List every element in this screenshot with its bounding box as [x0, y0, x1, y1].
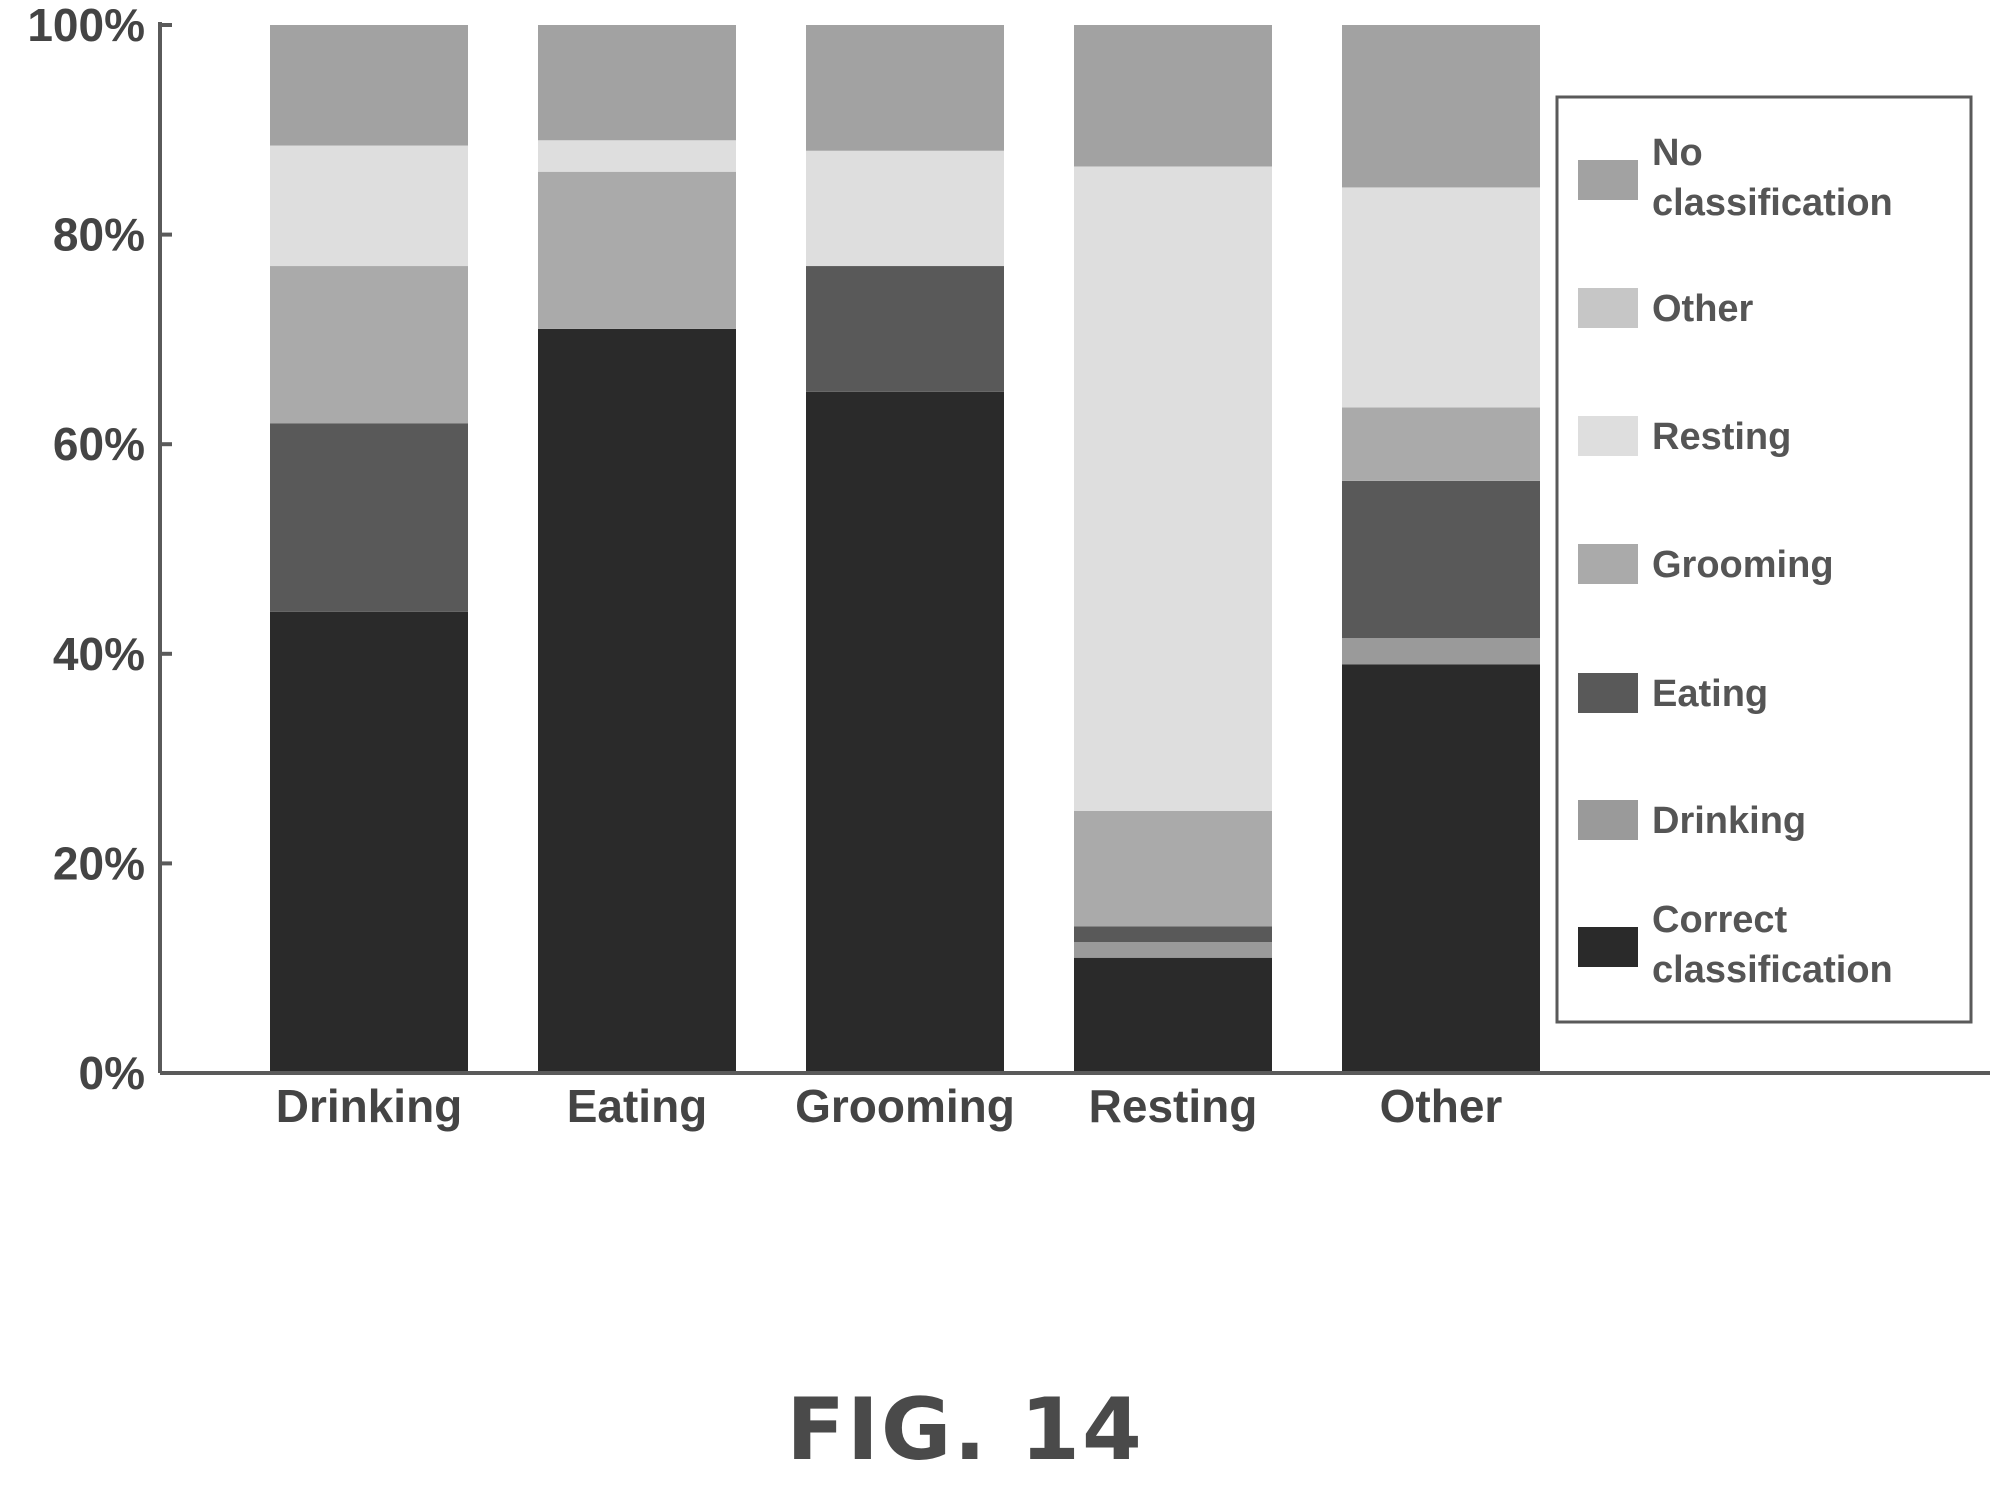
- bar-other-resting: [1342, 187, 1540, 408]
- bar-grooming-correct-classification: [806, 391, 1004, 1073]
- y-tick-label: 0%: [79, 1047, 145, 1099]
- y-tick-label: 100%: [27, 0, 145, 51]
- y-tick-label: 60%: [53, 418, 145, 470]
- legend-label-correct-classification: Correct classification: [1652, 899, 1893, 991]
- bar-resting-grooming: [1074, 811, 1272, 927]
- legend-label-grooming: Grooming: [1652, 544, 1834, 586]
- bar-drinking-correct-classification: [270, 611, 468, 1073]
- bar-other-grooming: [1342, 407, 1540, 481]
- x-tick-label-grooming: Grooming: [795, 1080, 1015, 1132]
- legend-swatch-no-classification: [1578, 160, 1638, 200]
- bar-other-drinking: [1342, 638, 1540, 665]
- legend-swatch-eating: [1578, 673, 1638, 713]
- bar-resting-eating: [1074, 926, 1272, 942]
- x-tick-label-drinking: Drinking: [276, 1080, 463, 1132]
- legend: No classification Other Resting Grooming Eati…: [1555, 95, 1973, 1024]
- legend-swatch-grooming: [1578, 544, 1638, 584]
- bar-drinking-resting: [270, 145, 468, 267]
- bar-resting-drinking: [1074, 942, 1272, 958]
- axes-layer: 0% 20% 40% 60% 80% 100%: [27, 0, 1990, 1099]
- x-tick-label-eating: Eating: [567, 1080, 708, 1132]
- bar-eating-no-classification: [538, 25, 736, 141]
- legend-label-resting: Resting: [1652, 416, 1791, 458]
- y-tick-label: 80%: [53, 209, 145, 261]
- bar-resting-correct-classification: [1074, 957, 1272, 1073]
- legend-label-no-classification: No classification: [1652, 132, 1893, 224]
- legend-label-eating: Eating: [1652, 673, 1768, 715]
- bar-other-correct-classification: [1342, 664, 1540, 1073]
- bar-eating-resting: [538, 140, 736, 172]
- legend-label-drinking: Drinking: [1652, 800, 1806, 842]
- bar-eating-correct-classification: [538, 328, 736, 1073]
- bars-layer: Drinking Eating Grooming Resting Other: [270, 25, 1540, 1132]
- bar-other-eating: [1342, 480, 1540, 639]
- x-tick-label-resting: Resting: [1089, 1080, 1258, 1132]
- bar-eating-grooming: [538, 171, 736, 329]
- bar-grooming-no-classification: [806, 25, 1004, 151]
- bar-drinking-grooming: [270, 266, 468, 424]
- bar-resting-resting: [1074, 166, 1272, 812]
- bar-other-no-classification: [1342, 25, 1540, 188]
- bar-resting-no-classification: [1074, 25, 1272, 167]
- figure-label: FIG. 14: [786, 1380, 1144, 1480]
- bar-drinking-eating: [270, 423, 468, 612]
- y-tick-label: 20%: [53, 837, 145, 889]
- bar-grooming-eating: [806, 266, 1004, 392]
- y-tick-label: 40%: [53, 628, 145, 680]
- legend-label-other: Other: [1652, 288, 1754, 330]
- bar-grooming-resting: [806, 150, 1004, 267]
- x-tick-label-other: Other: [1380, 1080, 1503, 1132]
- legend-swatch-other: [1578, 288, 1638, 328]
- legend-swatch-resting: [1578, 416, 1638, 456]
- legend-swatch-drinking: [1578, 800, 1638, 840]
- legend-swatch-correct-classification: [1578, 927, 1638, 967]
- bar-drinking-no-classification: [270, 25, 468, 146]
